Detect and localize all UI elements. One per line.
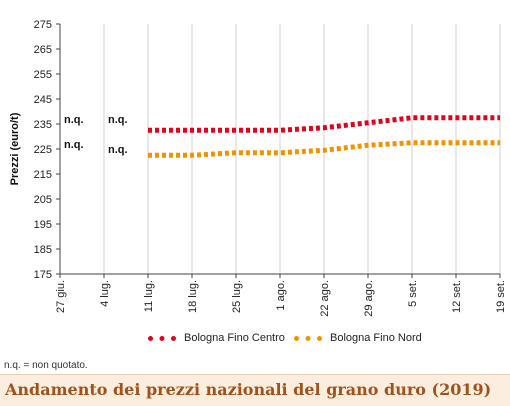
- y-tick-label: 255: [34, 69, 52, 81]
- y-tick-label: 235: [34, 119, 52, 131]
- y-tick-label: 205: [34, 194, 52, 206]
- x-tick-label: 5 set.: [407, 280, 419, 307]
- x-tick-label: 27 giu.: [55, 280, 67, 313]
- x-tick-label: 25 lug.: [231, 280, 243, 313]
- x-tick-label: 19 set.: [495, 280, 507, 313]
- legend: Bologna Fino Centro Bologna Fino Nord: [0, 332, 510, 350]
- legend-swatch-nord: [294, 335, 322, 341]
- legend-label-centro: Bologna Fino Centro: [184, 332, 285, 344]
- legend-label-nord: Bologna Fino Nord: [330, 332, 422, 344]
- footnote: n.q. = non quotato.: [4, 360, 88, 371]
- annotation-nq: n.q.: [108, 114, 128, 126]
- y-tick-label: 275: [34, 19, 52, 31]
- x-tick-label: 18 lug.: [187, 280, 199, 313]
- y-tick-label: 225: [34, 144, 52, 156]
- y-tick-label: 245: [34, 94, 52, 106]
- y-tick-label: 215: [34, 169, 52, 181]
- x-tick-label: 22 ago.: [319, 280, 331, 317]
- x-tick-label: 12 set.: [451, 280, 463, 313]
- annotation-nq: n.q.: [64, 114, 84, 126]
- chart-canvas: 175 185 195 205 215 225 235 245 255 265 275 27 giu.…: [9, 19, 507, 317]
- annotation-nq: n.q.: [64, 139, 84, 151]
- title-bar: Andamento dei prezzi nazionali del grano…: [0, 374, 510, 406]
- y-axis-label: Prezzi (euro/t): [9, 112, 21, 185]
- annotation-nq: n.q.: [108, 144, 128, 156]
- chart-title: Andamento dei prezzi nazionali del grano…: [5, 380, 492, 399]
- y-tick-label: 185: [34, 244, 52, 256]
- y-tick-label: 195: [34, 219, 52, 231]
- x-tick-label: 11 lug.: [143, 280, 155, 312]
- chart-area: 175 185 195 205 215 225 235 245 255 265 275 27 giu.…: [0, 19, 510, 350]
- y-tick-label: 265: [34, 44, 52, 56]
- legend-swatch-centro: [148, 335, 176, 341]
- legend-item-nord: Bologna Fino Nord: [294, 332, 422, 344]
- y-tick-label: 175: [34, 269, 52, 281]
- x-tick-label: 29 ago.: [363, 280, 375, 317]
- legend-item-centro: Bologna Fino Centro: [148, 332, 285, 344]
- x-tick-label: 1 ago.: [275, 280, 287, 311]
- x-tick-label: 4 lug.: [99, 280, 111, 307]
